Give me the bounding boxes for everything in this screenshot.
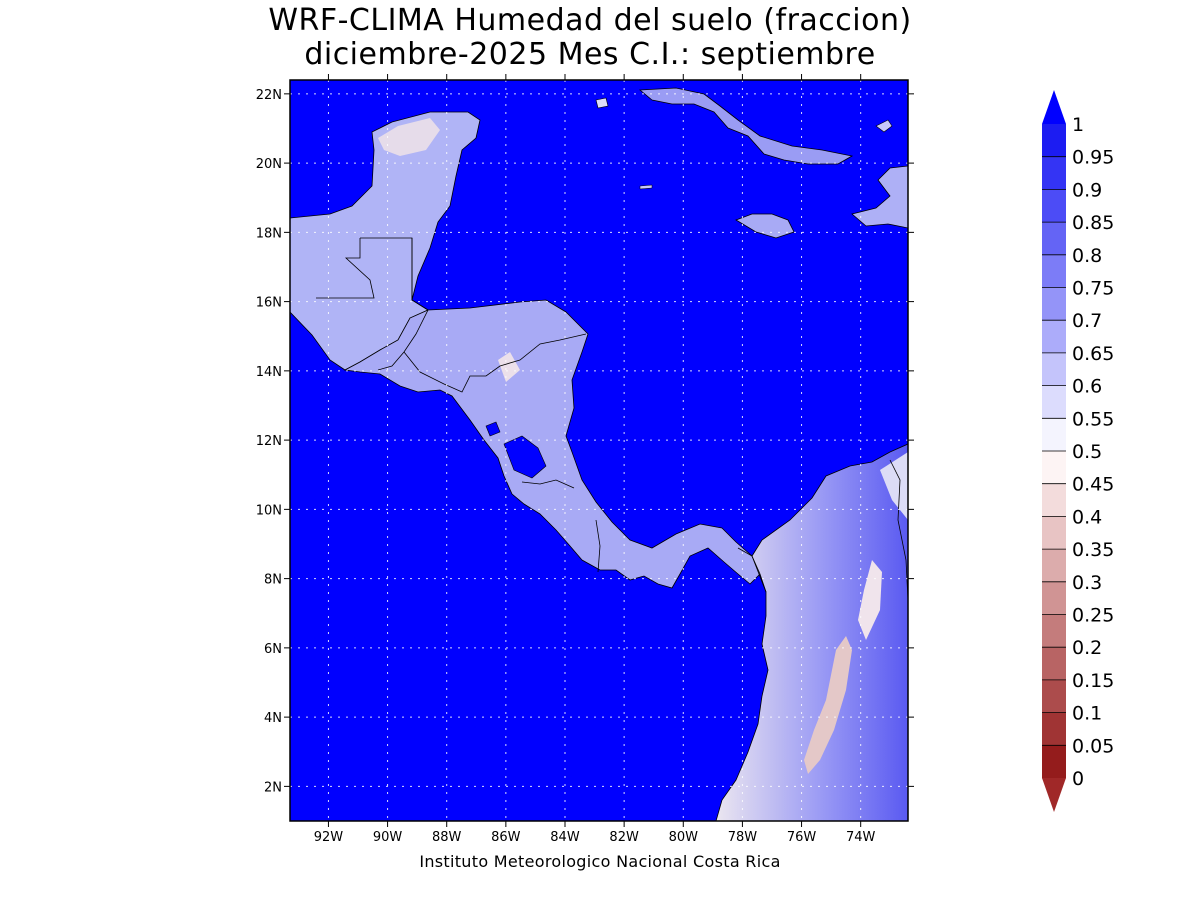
lon-tick-label: 90W [373,830,403,845]
lon-tick-label: 84W [550,830,580,845]
colorbar-swatch [1042,320,1066,354]
colorbar-swatch [1042,418,1066,452]
colorbar-label: 0.8 [1072,245,1102,267]
colorbar-label: 0.4 [1072,506,1102,528]
lat-tick-label: 16N [256,296,282,311]
colorbar-swatch [1042,581,1066,615]
lat-tick-label: 22N [256,88,282,103]
border-costarica-panama [595,519,601,573]
colorbar-label: 0.85 [1072,212,1114,234]
colorbar-label: 0.15 [1072,670,1114,692]
land-layer [290,87,908,821]
colorbar-swatch [1042,679,1066,714]
land-colombia [715,443,908,821]
colorbar-label: 0 [1072,768,1084,790]
colorbar-label: 0.5 [1072,441,1102,463]
lon-tick-label: 86W [491,830,521,845]
lat-tick-label: 8N [264,573,282,588]
colorbar-label: 0.6 [1072,376,1102,398]
colorbar-swatch [1042,189,1066,223]
lat-tick-label: 14N [256,365,282,380]
land-colombia-north [880,452,908,520]
lat-tick-label: 6N [264,642,282,657]
colorbar-label: 0.9 [1072,179,1102,201]
colorbar-swatch [1042,614,1066,648]
colorbar-top-arrow [1042,90,1066,124]
lat-tick-label: 2N [264,780,282,795]
land-hispaniola [851,165,908,229]
map-title: WRF-CLIMA Humedad del suelo (fraccion) [268,3,912,38]
lat-tick-label: 20N [256,157,282,172]
colorbar-swatch [1042,647,1066,681]
colorbar-label: 0.95 [1072,147,1114,169]
colorbar-swatch [1042,352,1066,387]
colorbar-label: 0.65 [1072,343,1114,365]
credit-text: Instituto Meteorologico Nacional Costa R… [419,852,781,871]
longitude-axis: 92W 90W 88W 86W 84W 82W 80W 78W 76W 74W [314,74,876,845]
border-nicaragua-costarica [521,479,575,489]
lon-tick-label: 92W [314,830,344,845]
lat-tick-label: 12N [256,434,282,449]
colorbar-label: 0.55 [1072,408,1114,430]
lon-tick-label: 80W [669,830,699,845]
colorbar-swatch [1042,156,1066,190]
land-isthmus-dry [498,352,520,382]
lon-tick-label: 76W [787,830,817,845]
land-central-america [343,299,763,589]
colorbar-label: 0.75 [1072,278,1114,300]
colorbar-swatch [1042,549,1066,583]
border-panama-colombia [737,547,767,593]
colorbar-swatch [1042,124,1066,158]
colorbar-swatch [1042,745,1066,779]
colorbar-label: 0.35 [1072,539,1114,561]
lake-nicaragua [503,435,547,479]
colorbar-label: 0.7 [1072,310,1102,332]
lon-tick-label: 88W [432,830,462,845]
lat-tick-label: 4N [264,711,282,726]
lat-tick-label: 10N [256,503,282,518]
graticule-grid [290,80,908,821]
colorbar-swatch [1042,222,1066,256]
land-andes-dry2 [858,560,882,640]
colorbar-swatch [1042,483,1066,517]
colorbar-label: 0.45 [1072,474,1114,496]
colorbar-swatch [1042,516,1066,550]
land-yucatan-dry [378,118,440,156]
colorbar-bottom-arrow [1042,778,1066,812]
lon-tick-label: 82W [609,830,639,845]
land-cuba [638,87,854,165]
colorbar-label: 0.05 [1072,735,1114,757]
colorbar-label: 0.25 [1072,605,1114,627]
colorbar-legend: 1 0.95 0.9 0.85 0.8 0.75 0.7 0.65 0.6 0.55 0.5 0.45… [1042,90,1114,812]
colorbar-label: 0.3 [1072,572,1102,594]
border-honduras-salvador [403,333,587,393]
border-colombia-venezuela [889,459,908,601]
lon-tick-label: 74W [846,830,876,845]
lat-tick-label: 18N [256,226,282,241]
land-andes-dry [804,636,852,774]
colorbar-swatch [1042,451,1066,485]
colorbar-swatch [1042,254,1066,288]
map-frame [289,79,909,822]
latitude-axis: 22N 20N 18N 16N 14N 12N 10N 8N 6N 4N 2N [256,88,914,795]
colorbar-swatch [1042,712,1066,746]
colorbar-label: 0.2 [1072,637,1102,659]
colorbar-label: 0.1 [1072,703,1102,725]
lon-tick-label: 78W [728,830,758,845]
land-cayman [639,184,653,190]
map-subtitle: diciembre-2025 Mes C.I.: septiembre [304,37,876,72]
colorbar-swatch [1042,287,1066,321]
land-bahamas [875,119,893,133]
colorbar-swatch [1042,385,1066,419]
colorbar-label: 1 [1072,114,1084,136]
lake-managua [485,421,501,437]
land-isla-juventud [595,97,609,109]
country-borders [316,237,908,601]
